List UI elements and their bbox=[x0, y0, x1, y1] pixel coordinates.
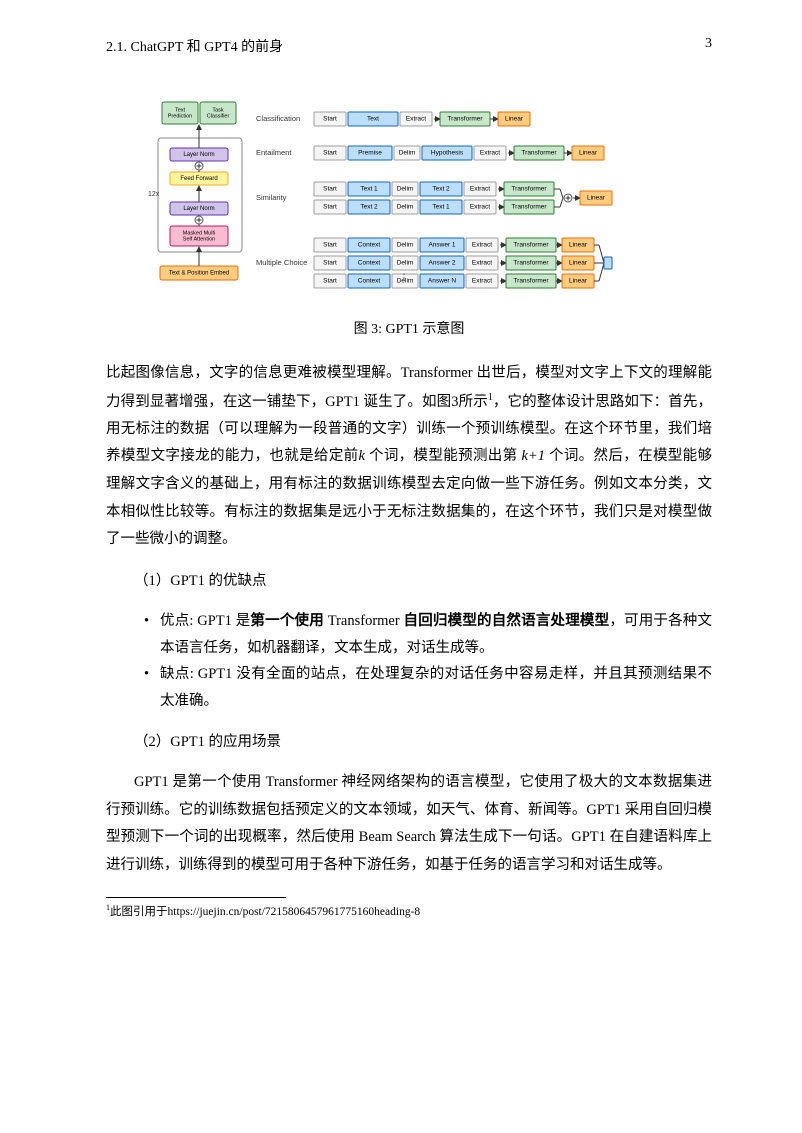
svg-text:Transformer: Transformer bbox=[513, 278, 549, 285]
svg-text:Task: Task bbox=[212, 107, 224, 113]
header-section: 2.1. ChatGPT 和 GPT4 的前身 bbox=[106, 36, 283, 56]
svg-text:Self Attention: Self Attention bbox=[183, 237, 215, 243]
svg-text:Context: Context bbox=[358, 242, 381, 249]
intro-paragraph: 比起图像信息，文字的信息更难被模型理解。Transformer 出世后，模型对文… bbox=[106, 360, 712, 554]
svg-text:Answer N: Answer N bbox=[428, 278, 456, 285]
applications-paragraph: GPT1 是第一个使用 Transformer 神经网络架构的语言模型，它使用了… bbox=[106, 769, 712, 879]
svg-text:Delim: Delim bbox=[397, 260, 414, 267]
header-page-number: 3 bbox=[705, 36, 712, 56]
footnote-separator bbox=[106, 897, 286, 898]
svg-text:Extract: Extract bbox=[470, 204, 490, 211]
svg-text:Start: Start bbox=[323, 186, 337, 193]
svg-text:Premise: Premise bbox=[358, 150, 382, 157]
svg-text:Layer Norm: Layer Norm bbox=[183, 152, 214, 158]
svg-text:Transformer: Transformer bbox=[447, 116, 483, 123]
svg-text:Start: Start bbox=[323, 150, 337, 157]
svg-text:Delim: Delim bbox=[399, 150, 416, 157]
svg-text:Extract: Extract bbox=[406, 116, 426, 123]
svg-text:Delim: Delim bbox=[397, 204, 414, 211]
pros-cons-list: 优点: GPT1 是第一个使用 Transformer 自回归模型的自然语言处理… bbox=[144, 608, 712, 715]
svg-text:Classifier: Classifier bbox=[207, 114, 230, 120]
svg-text:Extract: Extract bbox=[470, 186, 490, 193]
svg-text:Similarity: Similarity bbox=[256, 193, 287, 202]
svg-text:Start: Start bbox=[323, 116, 337, 123]
svg-text:Text: Text bbox=[175, 107, 186, 113]
svg-text:Answer 1: Answer 1 bbox=[428, 242, 455, 249]
svg-text:Multiple Choice: Multiple Choice bbox=[256, 258, 307, 267]
svg-text:Prediction: Prediction bbox=[168, 114, 192, 120]
svg-text:Extract: Extract bbox=[472, 242, 492, 249]
svg-text:Text: Text bbox=[367, 116, 379, 123]
svg-text:Text 1: Text 1 bbox=[432, 204, 450, 211]
svg-text:Context: Context bbox=[358, 260, 381, 267]
svg-text:Transformer: Transformer bbox=[511, 204, 547, 211]
svg-text:Transformer: Transformer bbox=[513, 260, 549, 267]
svg-text:Hypothesis: Hypothesis bbox=[431, 150, 464, 157]
gpt1-architecture-diagram: TextPredictionTaskClassifierLayer NormFe… bbox=[144, 84, 674, 304]
svg-text:Answer 2: Answer 2 bbox=[428, 260, 455, 267]
subtitle-applications: （2）GPT1 的应用场景 bbox=[134, 729, 712, 755]
svg-text:Masked Multi: Masked Multi bbox=[183, 230, 215, 236]
subtitle-pros-cons: （1）GPT1 的优缺点 bbox=[134, 568, 712, 594]
svg-text:Delim: Delim bbox=[397, 186, 414, 193]
svg-text:Linear: Linear bbox=[569, 242, 588, 249]
svg-text:Delim: Delim bbox=[397, 278, 414, 285]
svg-text:Linear: Linear bbox=[569, 260, 588, 267]
svg-text:Extract: Extract bbox=[480, 150, 500, 157]
svg-text:Linear: Linear bbox=[505, 116, 524, 123]
svg-text:Linear: Linear bbox=[579, 150, 598, 157]
figure-caption: 图 3: GPT1 示意图 bbox=[106, 318, 712, 338]
svg-text:Text 2: Text 2 bbox=[432, 186, 450, 193]
svg-text:Text 1: Text 1 bbox=[360, 186, 378, 193]
svg-text:Start: Start bbox=[323, 242, 337, 249]
svg-text:Transformer: Transformer bbox=[521, 150, 557, 157]
svg-text:Layer Norm: Layer Norm bbox=[183, 206, 214, 212]
svg-text:Transformer: Transformer bbox=[511, 186, 547, 193]
list-item: 优点: GPT1 是第一个使用 Transformer 自回归模型的自然语言处理… bbox=[144, 608, 712, 662]
footnote: 1此图引用于https://juejin.cn/post/72158064579… bbox=[106, 902, 712, 921]
svg-text:Text & Position Embed: Text & Position Embed bbox=[169, 271, 229, 277]
svg-text:Start: Start bbox=[323, 278, 337, 285]
svg-text:Transformer: Transformer bbox=[513, 242, 549, 249]
svg-text:Linear: Linear bbox=[569, 278, 588, 285]
list-item: 缺点: GPT1 没有全面的站点，在处理复杂的对话任务中容易走样，并且其预测结果… bbox=[144, 661, 712, 715]
svg-text:Feed Forward: Feed Forward bbox=[180, 176, 217, 182]
svg-text:Extract: Extract bbox=[472, 260, 492, 267]
svg-text:Start: Start bbox=[323, 260, 337, 267]
svg-text:Extract: Extract bbox=[472, 278, 492, 285]
svg-text:Delim: Delim bbox=[397, 242, 414, 249]
svg-text:Entailment: Entailment bbox=[256, 148, 292, 157]
svg-text:Linear: Linear bbox=[587, 195, 606, 202]
svg-text:Context: Context bbox=[358, 278, 381, 285]
svg-text:Text 2: Text 2 bbox=[360, 204, 378, 211]
svg-text:Start: Start bbox=[323, 204, 337, 211]
svg-text:Classification: Classification bbox=[256, 114, 300, 123]
svg-text:12x: 12x bbox=[148, 191, 160, 198]
